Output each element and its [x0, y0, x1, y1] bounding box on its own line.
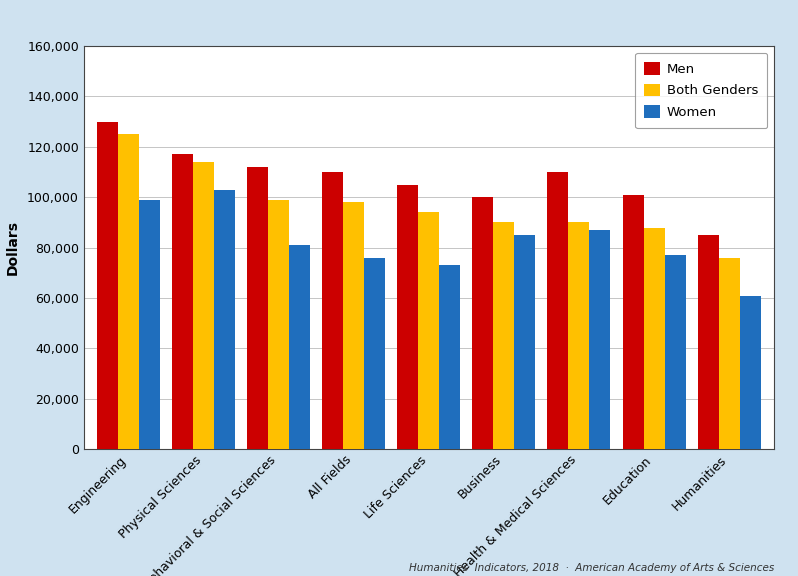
Bar [472, 198, 493, 449]
Y-axis label: Dollars: Dollars [6, 220, 20, 275]
Bar [268, 200, 290, 449]
Bar [568, 222, 590, 449]
Bar [215, 190, 235, 449]
Bar [622, 195, 643, 449]
Bar [547, 172, 568, 449]
Bar [493, 222, 515, 449]
Bar [643, 228, 665, 449]
Bar [343, 202, 365, 449]
Bar [118, 134, 140, 449]
Bar [697, 235, 718, 449]
Bar [665, 255, 685, 449]
Bar [590, 230, 610, 449]
Bar [440, 266, 460, 449]
Bar [322, 172, 343, 449]
Bar [193, 162, 215, 449]
Bar [418, 213, 440, 449]
Bar [97, 122, 118, 449]
Bar [515, 235, 535, 449]
Bar [140, 200, 160, 449]
Legend: Men, Both Genders, Women: Men, Both Genders, Women [635, 52, 768, 128]
Bar [172, 154, 193, 449]
Bar [740, 295, 760, 449]
Bar [365, 258, 385, 449]
Bar [718, 258, 740, 449]
Bar [397, 185, 418, 449]
Bar [247, 167, 268, 449]
Text: Humanities  Indicators, 2018  ·  American Academy of Arts & Sciences: Humanities Indicators, 2018 · American A… [409, 563, 774, 573]
Bar [290, 245, 310, 449]
